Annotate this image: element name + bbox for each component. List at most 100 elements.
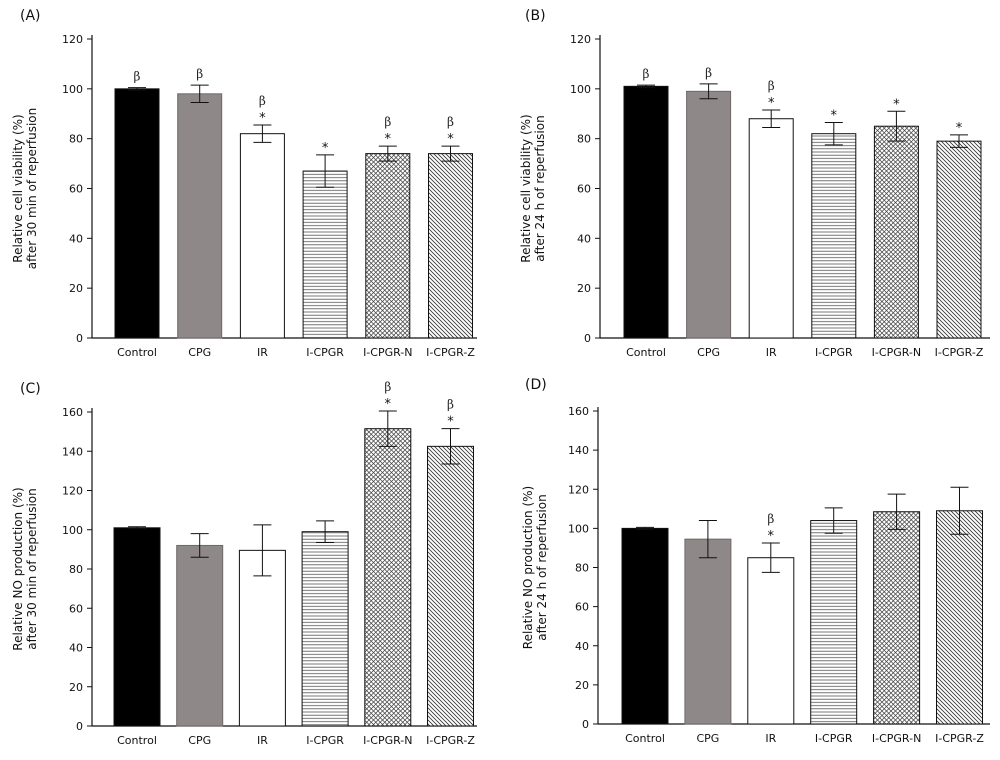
y-axis-label: Relative cell viability (%) [519, 114, 533, 262]
significance-beta: β [705, 66, 712, 80]
significance-beta: β [447, 115, 454, 129]
bar-i-cpgr-n [873, 125, 919, 339]
y-tick-label: 140 [62, 445, 83, 458]
x-tick-label: IR [765, 732, 776, 745]
y-tick-label: 100 [568, 522, 589, 535]
significance-star: * [956, 121, 963, 136]
panel-label: (D) [525, 377, 547, 393]
bar-cpg [177, 93, 223, 339]
chart-panel: (B) 0 20 40 60 80 100 120 Relative cell viabilit… [519, 8, 990, 359]
bar-control [114, 88, 160, 339]
x-tick-label: IR [257, 734, 268, 747]
y-tick-label: 80 [69, 563, 83, 576]
x-tick-label: I-CPGR-N [363, 734, 412, 747]
y-tick-label: 100 [62, 83, 83, 96]
x-tick-label: I-CPGR-Z [426, 346, 475, 359]
x-tick-label: Control [117, 346, 157, 359]
bar-cpg [684, 538, 732, 725]
x-tick-label: CPG [188, 346, 211, 359]
chart-panel: (A) 0 20 40 60 80 100 120 Relative cell viabilit… [11, 8, 477, 359]
bar-cpg [686, 90, 732, 339]
significance-beta: β [447, 398, 454, 412]
bar-ir [238, 549, 286, 727]
y-axis-label: Relative NO production (%) [11, 487, 25, 650]
y-axis-label: after 24 h of reperfusion [535, 494, 549, 640]
bar-control [113, 527, 161, 727]
y-axis-label: Relative cell viability (%) [11, 114, 25, 262]
significance-star: * [893, 97, 900, 112]
y-tick-label: 20 [69, 681, 83, 694]
bar-i-cpgr-z [936, 510, 983, 725]
x-tick-label: IR [257, 346, 268, 359]
bar-i-cpgr [810, 520, 858, 725]
y-tick-label: 0 [584, 332, 591, 345]
y-tick-label: 60 [69, 602, 83, 615]
x-tick-label: I-CPGR-N [872, 346, 921, 359]
x-tick-label: I-CPGR [306, 734, 344, 747]
y-tick-label: 20 [577, 282, 591, 295]
y-tick-label: 160 [568, 405, 589, 418]
y-tick-label: 40 [575, 640, 589, 653]
bar-i-cpgr [302, 170, 348, 339]
bar-i-cpgr-n [365, 153, 411, 339]
x-tick-label: Control [625, 732, 665, 745]
significance-beta: β [767, 512, 774, 526]
panel-label: (A) [20, 8, 41, 24]
y-tick-label: 40 [577, 232, 591, 245]
significance-star: * [385, 397, 392, 412]
significance-star: * [385, 132, 392, 147]
bar-i-cpgr-z [427, 445, 474, 727]
significance-beta: β [384, 380, 391, 394]
bar-ir [747, 557, 795, 725]
chart-panel: (D) 0 20 40 60 80 100 120 140 160 Relative NO prod… [521, 377, 990, 745]
bar-i-cpgr [301, 531, 349, 727]
y-tick-label: 40 [69, 642, 83, 655]
y-axis-label: Relative NO production (%) [521, 486, 535, 649]
significance-star: * [322, 141, 329, 156]
x-tick-label: I-CPGR-Z [426, 734, 475, 747]
bar-i-cpgr-z [428, 153, 473, 339]
bar-control [623, 85, 669, 339]
x-tick-label: I-CPGR-Z [935, 732, 984, 745]
y-tick-label: 80 [69, 133, 83, 146]
significance-star: * [831, 108, 838, 123]
y-tick-label: 160 [62, 406, 83, 419]
y-tick-label: 120 [62, 33, 83, 46]
x-tick-label: CPG [696, 732, 719, 745]
bar-i-cpgr-n [364, 428, 412, 727]
significance-star: * [768, 96, 775, 111]
significance-star: * [768, 529, 775, 544]
y-tick-label: 100 [62, 524, 83, 537]
x-tick-label: I-CPGR-Z [935, 346, 984, 359]
significance-beta: β [134, 70, 141, 84]
y-tick-label: 80 [577, 133, 591, 146]
y-tick-label: 60 [575, 601, 589, 614]
y-tick-label: 60 [69, 183, 83, 196]
bar-cpg [176, 544, 224, 727]
y-tick-label: 100 [570, 83, 591, 96]
x-tick-label: IR [766, 346, 777, 359]
y-tick-label: 0 [582, 718, 589, 731]
y-axis-label: after 30 min of reperfusion [25, 488, 39, 649]
y-tick-label: 0 [76, 332, 83, 345]
y-tick-label: 140 [568, 444, 589, 457]
y-tick-label: 40 [69, 232, 83, 245]
y-tick-label: 120 [568, 483, 589, 496]
y-tick-label: 0 [76, 720, 83, 733]
y-tick-label: 20 [575, 679, 589, 692]
significance-beta: β [768, 79, 775, 93]
significance-beta: β [384, 115, 391, 129]
bar-i-cpgr-n [873, 511, 921, 725]
significance-beta: β [643, 67, 650, 81]
significance-beta: β [196, 67, 203, 81]
bar-i-cpgr [811, 133, 857, 339]
y-tick-label: 20 [69, 282, 83, 295]
y-tick-label: 120 [62, 485, 83, 498]
panel-label: (B) [525, 8, 546, 24]
y-tick-label: 120 [570, 33, 591, 46]
significance-star: * [447, 415, 454, 430]
x-tick-label: CPG [697, 346, 720, 359]
y-axis-label: after 24 h of reperfusion [533, 115, 547, 261]
bar-i-cpgr-z [936, 140, 982, 339]
